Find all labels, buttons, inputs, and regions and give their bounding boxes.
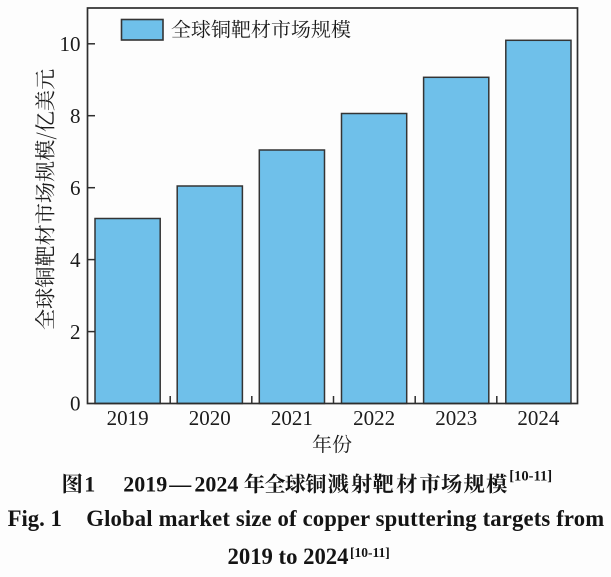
svg-text:4: 4 xyxy=(70,248,81,272)
svg-text:8: 8 xyxy=(70,104,81,128)
svg-text:0: 0 xyxy=(70,392,81,416)
svg-text:6: 6 xyxy=(70,176,81,200)
svg-text:2021: 2021 xyxy=(271,406,313,430)
svg-text:2019 to 2024: 2019 to 2024 xyxy=(228,544,349,569)
svg-text:2024: 2024 xyxy=(517,406,560,430)
svg-text:[10-11]: [10-11] xyxy=(350,545,390,560)
svg-text:2019: 2019 xyxy=(107,406,149,430)
svg-text:2: 2 xyxy=(70,320,81,344)
svg-text:[10-11]: [10-11] xyxy=(509,469,552,485)
svg-text:Fig. 1: Fig. 1 xyxy=(8,506,62,531)
svg-text:Global market size of copper s: Global market size of copper sputtering … xyxy=(86,506,604,531)
svg-text:—: — xyxy=(168,472,192,497)
svg-text:2023: 2023 xyxy=(435,406,477,430)
svg-text:2022: 2022 xyxy=(353,406,395,430)
svg-text:2019: 2019 xyxy=(123,472,167,497)
svg-text:10: 10 xyxy=(60,32,81,56)
svg-text:2020: 2020 xyxy=(189,406,231,430)
svg-text:2024: 2024 xyxy=(194,472,238,497)
svg-text:1: 1 xyxy=(84,472,95,497)
